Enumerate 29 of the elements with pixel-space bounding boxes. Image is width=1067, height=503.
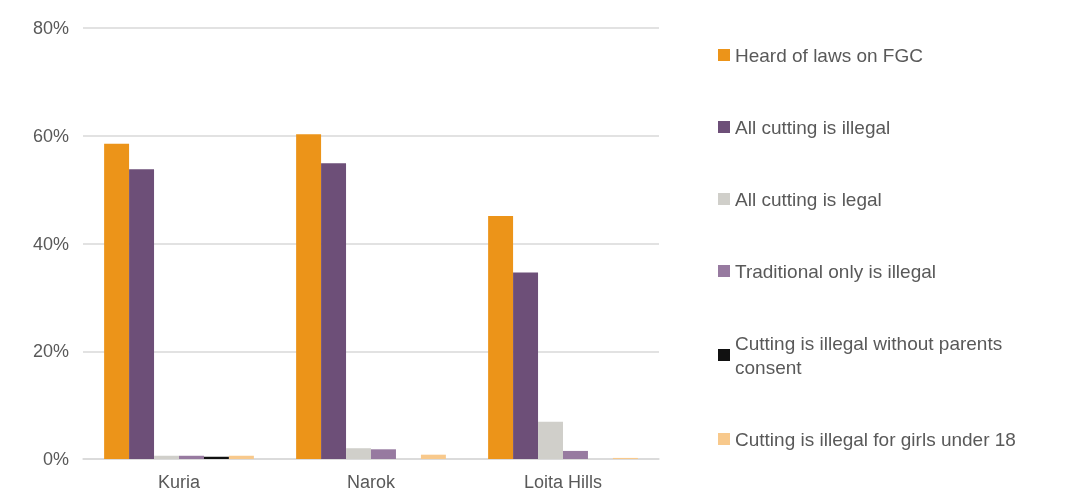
x-tick-label: Loita Hills xyxy=(523,472,603,492)
legend-label: Heard of laws on FGC xyxy=(735,44,923,66)
bar xyxy=(104,143,130,459)
bar xyxy=(179,455,204,459)
legend-label: Cutting is illegal for girls under 18 xyxy=(735,428,1016,450)
bar xyxy=(371,449,396,459)
bar xyxy=(420,454,446,459)
bar xyxy=(563,450,588,459)
legend-label: Cutting is illegal without parents consent xyxy=(735,332,1008,378)
bar xyxy=(296,134,322,459)
legend-label: All cutting is illegal xyxy=(735,116,891,138)
bar xyxy=(129,169,155,459)
y-tick-label: 40% xyxy=(32,233,69,254)
bar xyxy=(203,456,229,459)
bar xyxy=(228,455,254,459)
y-tick-label: 60% xyxy=(32,125,69,146)
x-tick-label: Kuria xyxy=(157,472,201,492)
bar xyxy=(346,448,371,459)
legend-label: All cutting is legal xyxy=(735,188,882,210)
bar xyxy=(154,455,179,459)
y-tick-label: 80% xyxy=(32,18,69,38)
bar xyxy=(538,421,563,459)
x-tick-label: Narok xyxy=(346,472,397,492)
y-tick-label: 0% xyxy=(42,449,69,469)
bar xyxy=(321,163,347,459)
bar xyxy=(488,216,514,459)
legend-label: Traditional only is illegal xyxy=(735,260,937,282)
bar xyxy=(513,272,539,459)
y-tick-label: 20% xyxy=(32,341,69,362)
